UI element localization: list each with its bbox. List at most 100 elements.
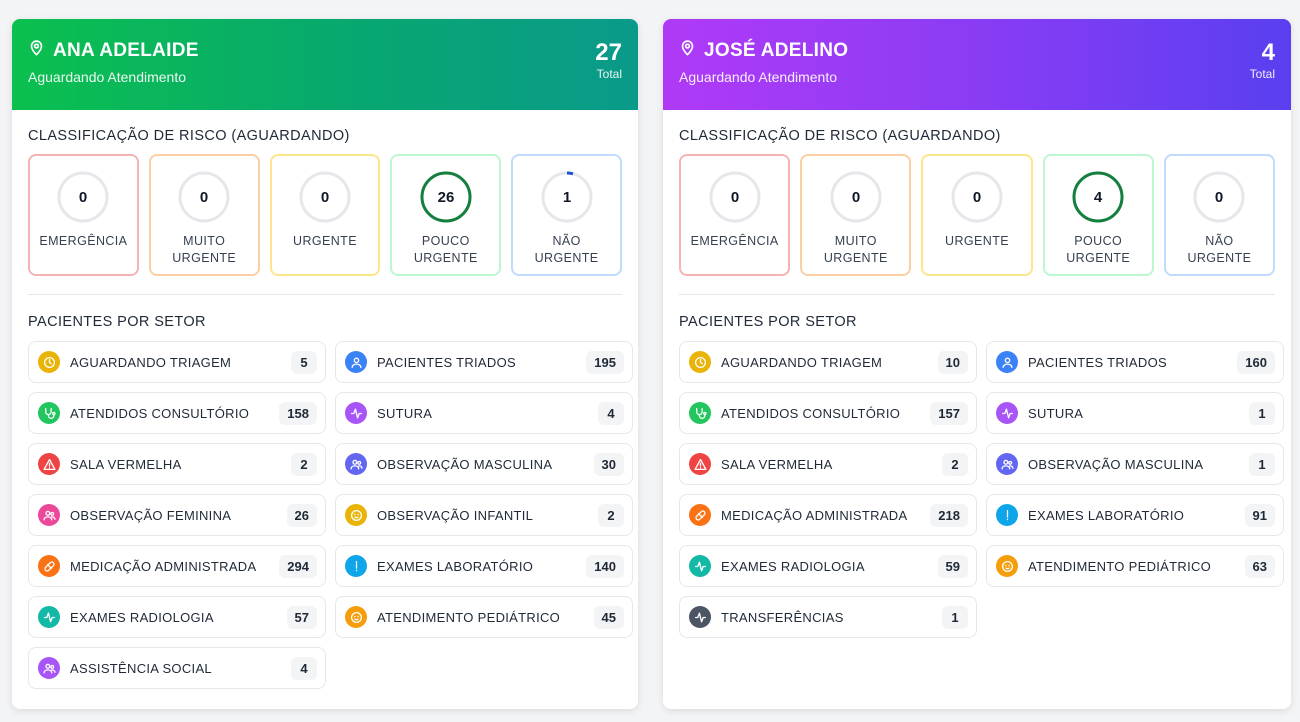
- unit-card-jose-adelino: JOSÉ ADELINO Aguardando Atendimento 4 To…: [663, 19, 1291, 709]
- pill-icon: [38, 555, 60, 577]
- pill-icon: [689, 504, 711, 526]
- sector-item[interactable]: OBSERVAÇÃO INFANTIL 2: [335, 494, 633, 536]
- sector-item[interactable]: PACIENTES TRIADOS 160: [986, 341, 1284, 383]
- risk-box[interactable]: 0 EMERGÊNCIA: [28, 154, 139, 276]
- sector-item[interactable]: SUTURA 4: [335, 392, 633, 434]
- sector-grid: AGUARDANDO TRIAGEM 10 PACIENTES TRIADOS 160…: [679, 341, 1284, 638]
- baby-icon: [345, 606, 367, 628]
- sector-name: EXAMES LABORATÓRIO: [377, 558, 534, 574]
- risk-box[interactable]: 0 MUITO URGENTE: [800, 154, 912, 276]
- sector-item[interactable]: EXAMES LABORATÓRIO 140: [335, 545, 633, 587]
- risk-gauge: 0: [951, 171, 1003, 223]
- sector-count-badge: 4: [598, 401, 624, 425]
- users-icon: [345, 453, 367, 475]
- unit-status: Aguardando Atendimento: [679, 69, 838, 85]
- risk-gauge: 0: [178, 171, 230, 223]
- sector-name: AGUARDANDO TRIAGEM: [721, 354, 883, 370]
- risk-box[interactable]: 0 MUITO URGENTE: [148, 154, 260, 276]
- clock-icon: [689, 351, 711, 373]
- alert-icon: [38, 453, 60, 475]
- risk-gauge: 4: [1072, 171, 1124, 223]
- sector-item[interactable]: OBSERVAÇÃO MASCULINA 30: [335, 443, 633, 485]
- risk-label: EMERGÊNCIA: [690, 234, 779, 248]
- sector-count-badge: 140: [586, 554, 624, 578]
- sector-count-badge: 1: [1249, 401, 1275, 425]
- unit-total-value: 4: [1261, 39, 1275, 66]
- risk-label: NÃO URGENTE: [534, 234, 599, 265]
- flask-icon: [996, 504, 1018, 526]
- risk-box[interactable]: 26 POUCO URGENTE: [390, 154, 502, 276]
- risk-gauge: 26: [420, 171, 472, 223]
- risk-label: POUCO URGENTE: [413, 234, 478, 265]
- sector-item[interactable]: PACIENTES TRIADOS 195: [335, 341, 633, 383]
- sector-count-badge: 2: [291, 452, 317, 476]
- sector-item[interactable]: ASSISTÊNCIA SOCIAL 4: [28, 647, 326, 689]
- map-pin-icon: [679, 39, 696, 62]
- risk-row: 0 EMERGÊNCIA 0 MUITO URGENTE 0 URGENTE 26 POUCO…: [28, 154, 622, 276]
- unit-total-label: Total: [1249, 67, 1275, 81]
- users-icon: [38, 504, 60, 526]
- sector-name: SALA VERMELHA: [721, 456, 833, 472]
- user-icon: [996, 351, 1018, 373]
- sector-count-badge: 158: [279, 401, 317, 425]
- risk-box[interactable]: 0 URGENTE: [269, 154, 381, 276]
- risk-box[interactable]: 1 NÃO URGENTE: [511, 154, 622, 276]
- unit-total: 4 Total: [1250, 39, 1275, 81]
- sector-item[interactable]: EXAMES LABORATÓRIO 91: [986, 494, 1284, 536]
- sector-item[interactable]: TRANSFERÊNCIAS 1: [679, 596, 977, 638]
- sector-name: OBSERVAÇÃO INFANTIL: [377, 507, 534, 523]
- sector-item[interactable]: AGUARDANDO TRIAGEM 10: [679, 341, 977, 383]
- risk-box[interactable]: 4 POUCO URGENTE: [1042, 154, 1154, 276]
- risk-gauge: 0: [299, 171, 351, 223]
- sector-item[interactable]: SALA VERMELHA 2: [679, 443, 977, 485]
- sector-name: SUTURA: [377, 405, 433, 421]
- sector-item[interactable]: ATENDIDOS CONSULTÓRIO 158: [28, 392, 326, 434]
- unit-header: ANA ADELAIDE Aguardando Atendimento 27 T…: [12, 19, 638, 110]
- activity-icon: [345, 402, 367, 424]
- risk-label: NÃO URGENTE: [1187, 234, 1252, 265]
- flask-icon: [345, 555, 367, 577]
- risk-value: 0: [321, 189, 329, 206]
- activity-icon: [689, 606, 711, 628]
- users-icon: [996, 453, 1018, 475]
- sector-grid: AGUARDANDO TRIAGEM 5 PACIENTES TRIADOS 195 A…: [28, 341, 633, 689]
- sector-count-badge: 1: [1249, 452, 1275, 476]
- risk-label: EMERGÊNCIA: [39, 234, 128, 248]
- activity-icon: [689, 555, 711, 577]
- sector-name: SALA VERMELHA: [70, 456, 182, 472]
- user-icon: [345, 351, 367, 373]
- sector-item[interactable]: OBSERVAÇÃO MASCULINA 1: [986, 443, 1284, 485]
- sector-item[interactable]: EXAMES RADIOLOGIA 59: [679, 545, 977, 587]
- sector-item[interactable]: OBSERVAÇÃO FEMININA 26: [28, 494, 326, 536]
- risk-gauge-arc: [541, 171, 593, 223]
- risk-box[interactable]: 0 URGENTE: [921, 154, 1033, 276]
- sector-count-badge: 157: [930, 401, 968, 425]
- risk-label: URGENTE: [293, 234, 357, 248]
- map-pin-icon: [28, 39, 45, 62]
- risk-gauge: 0: [709, 171, 761, 223]
- sector-item[interactable]: EXAMES RADIOLOGIA 57: [28, 596, 326, 638]
- risk-gauge: 1: [541, 171, 593, 223]
- sector-item[interactable]: MEDICAÇÃO ADMINISTRADA 294: [28, 545, 326, 587]
- sector-name: OBSERVAÇÃO FEMININA: [70, 507, 232, 523]
- sector-item[interactable]: SALA VERMELHA 2: [28, 443, 326, 485]
- sector-item[interactable]: ATENDIDOS CONSULTÓRIO 157: [679, 392, 977, 434]
- sector-item[interactable]: MEDICAÇÃO ADMINISTRADA 218: [679, 494, 977, 536]
- sector-count-badge: 57: [286, 605, 317, 629]
- sector-item[interactable]: ATENDIMENTO PEDIÁTRICO 45: [335, 596, 633, 638]
- sector-count-badge: 26: [286, 503, 317, 527]
- risk-box[interactable]: 0 EMERGÊNCIA: [679, 154, 791, 276]
- sector-count-badge: 63: [1244, 554, 1275, 578]
- sector-count-badge: 59: [937, 554, 968, 578]
- risk-value: 0: [852, 189, 860, 206]
- sector-name: MEDICAÇÃO ADMINISTRADA: [721, 507, 908, 523]
- risk-value: 0: [973, 189, 981, 206]
- sector-item[interactable]: SUTURA 1: [986, 392, 1284, 434]
- risk-value: 26: [437, 189, 454, 206]
- sector-name: MEDICAÇÃO ADMINISTRADA: [70, 558, 257, 574]
- risk-box[interactable]: 0 NÃO URGENTE: [1163, 154, 1276, 276]
- sector-item[interactable]: ATENDIMENTO PEDIÁTRICO 63: [986, 545, 1284, 587]
- sector-name: OBSERVAÇÃO MASCULINA: [1028, 456, 1204, 472]
- sector-name: OBSERVAÇÃO MASCULINA: [377, 456, 553, 472]
- sector-item[interactable]: AGUARDANDO TRIAGEM 5: [28, 341, 326, 383]
